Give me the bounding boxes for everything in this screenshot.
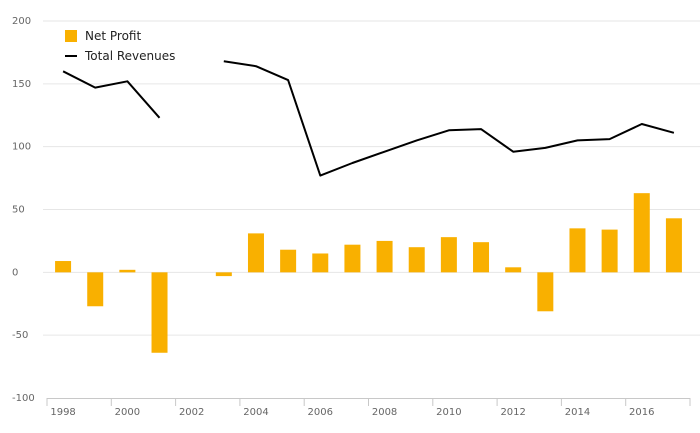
bar-net-profit-2013 [537, 272, 554, 312]
y-tick-label: 150 [12, 79, 31, 90]
x-tick-label: 1998 [50, 407, 75, 418]
bar-net-profit-2005 [280, 249, 297, 273]
bar-net-profit-2000 [119, 269, 136, 273]
bar-net-profit-2015 [601, 229, 618, 273]
legend-label-net-profit: Net Profit [85, 29, 141, 43]
y-tick-label: 100 [12, 142, 31, 153]
bar-net-profit-2009 [408, 247, 425, 273]
x-tick-label: 2008 [372, 407, 397, 418]
x-tick-label: 2002 [179, 407, 204, 418]
bar-net-profit-2007 [344, 244, 361, 273]
bar-net-profit-2017 [665, 218, 682, 273]
x-tick-label: 2014 [565, 407, 590, 418]
y-tick-label: -50 [12, 330, 28, 341]
bar-net-profit-2016 [633, 193, 650, 273]
legend-swatch-net-profit [65, 30, 77, 42]
total-revenues-line [62, 60, 675, 177]
y-tick-label: -100 [12, 393, 35, 404]
bar-net-profit-2011 [473, 242, 490, 273]
gridlines [43, 20, 700, 336]
x-tick-label: 2010 [436, 407, 461, 418]
net-profit-bars [55, 193, 682, 353]
x-tick-label: 2016 [629, 407, 654, 418]
x-tick-label: 2006 [308, 407, 333, 418]
line-total-revenues-segment [62, 70, 161, 119]
bar-net-profit-1999 [87, 272, 104, 307]
bar-net-profit-2012 [505, 267, 522, 273]
bar-net-profit-2006 [312, 253, 329, 273]
y-tick-label: 50 [12, 205, 25, 216]
y-tick-label: 200 [12, 16, 31, 27]
bar-net-profit-2001 [151, 272, 168, 353]
bar-net-profit-2014 [569, 228, 586, 273]
y-axis-labels: -100 -50 0 50 100 150 200 [12, 16, 35, 404]
bar-net-profit-2004 [247, 233, 264, 273]
bar-net-profit-2010 [440, 237, 457, 273]
bar-net-profit-2008 [376, 240, 393, 273]
legend-label-total-revenues: Total Revenues [84, 49, 175, 63]
bar-net-profit-2003 [215, 272, 232, 277]
x-axis: 1998 2000 2002 2004 2006 2008 2010 2012 2014 2016 [46, 398, 691, 418]
legend: Net Profit Total Revenues [65, 29, 175, 63]
x-tick-label: 2004 [243, 407, 268, 418]
x-tick-label: 2012 [500, 407, 525, 418]
bar-net-profit-1998 [55, 261, 72, 273]
line-total-revenues-segment [223, 60, 675, 177]
y-tick-label: 0 [12, 267, 18, 278]
x-tick-label: 2000 [115, 407, 140, 418]
